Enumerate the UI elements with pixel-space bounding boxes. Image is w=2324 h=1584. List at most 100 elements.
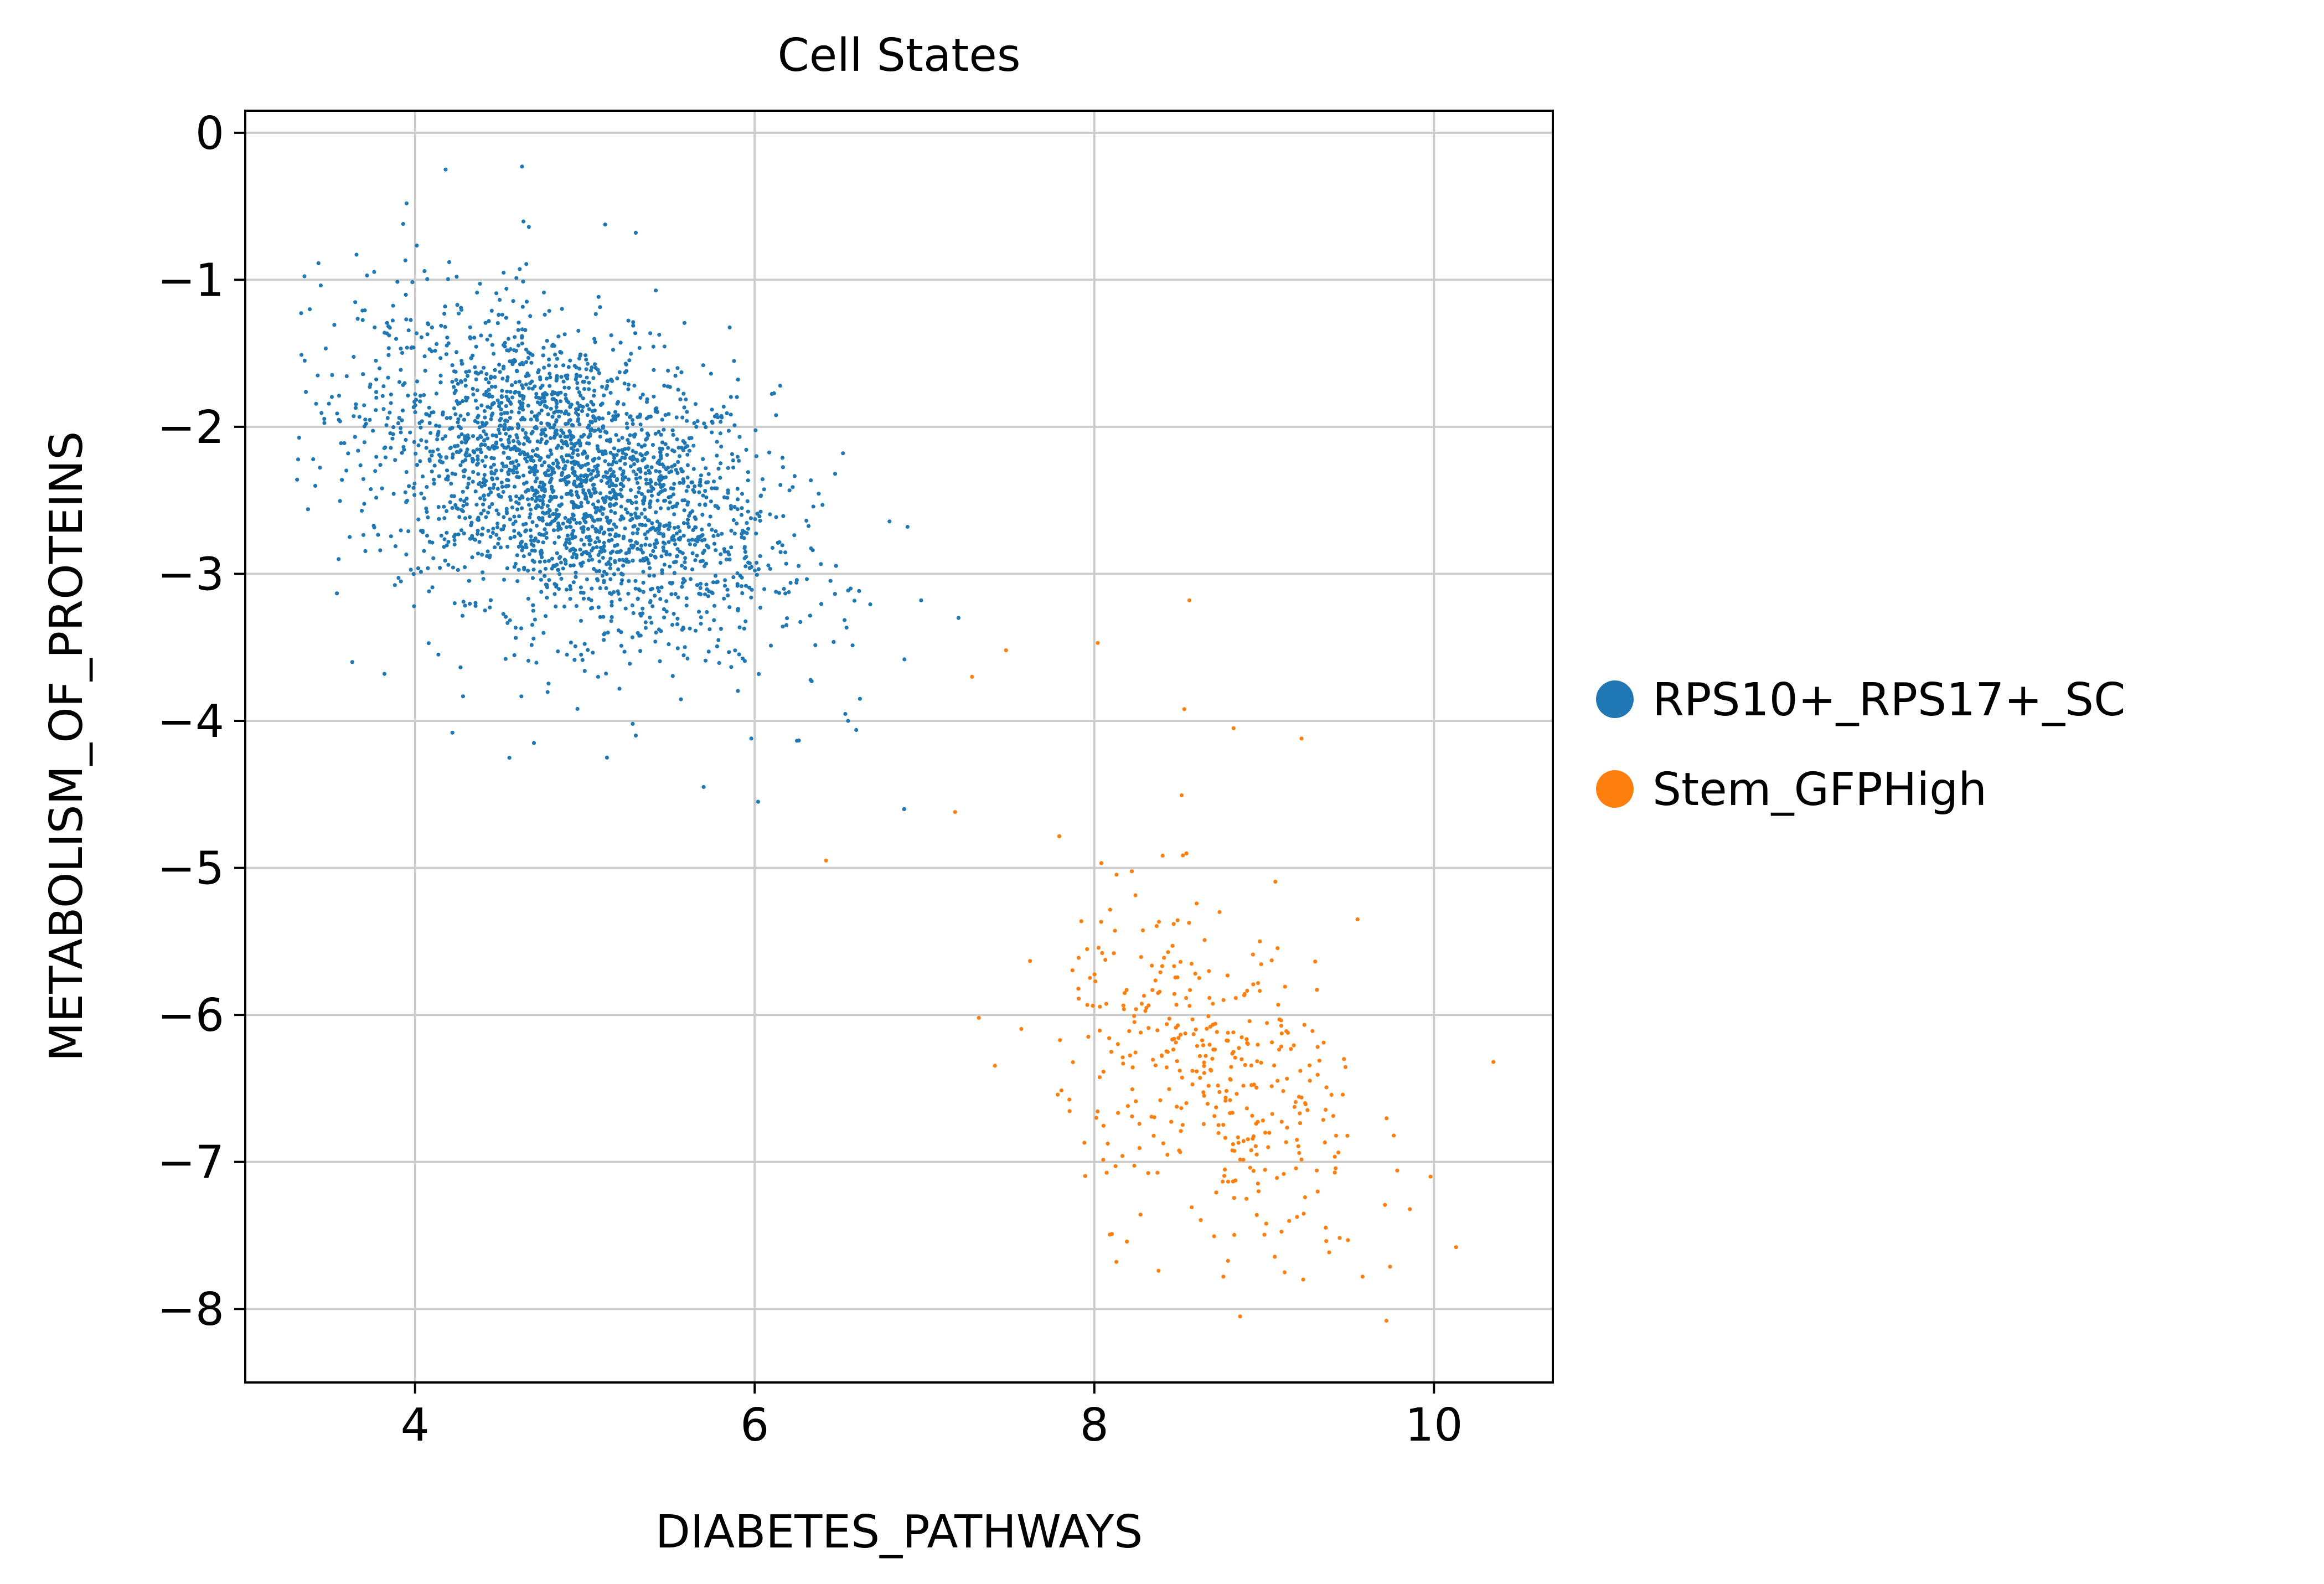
scatter-point xyxy=(556,649,560,654)
scatter-point xyxy=(1408,1207,1412,1211)
scatter-point xyxy=(496,541,500,546)
scatter-point xyxy=(634,507,639,511)
legend[interactable]: RPS10+_RPS17+_SC Stem_GFPHigh xyxy=(1596,674,2125,816)
scatter-point xyxy=(747,561,752,566)
scatter-point xyxy=(462,469,467,473)
scatter-point xyxy=(295,477,299,482)
scatter-point xyxy=(524,300,529,304)
scatter-point xyxy=(388,431,393,436)
scatter-point xyxy=(460,362,464,366)
scatter-point xyxy=(1202,938,1207,942)
scatter-point xyxy=(1130,1087,1134,1092)
scatter-point xyxy=(1228,1077,1233,1082)
scatter-point xyxy=(470,534,474,538)
scatter-point xyxy=(644,477,648,482)
scatter-point xyxy=(595,545,599,549)
scatter-point xyxy=(1121,1003,1125,1008)
scatter-point xyxy=(335,591,339,596)
scatter-point xyxy=(515,474,519,479)
scatter-point xyxy=(551,528,556,533)
scatter-point xyxy=(374,358,378,363)
legend-item[interactable]: Stem_GFPHigh xyxy=(1596,763,1987,816)
scatter-point xyxy=(1213,1048,1217,1052)
scatter-point xyxy=(573,548,577,553)
scatter-point xyxy=(442,504,446,509)
scatter-point xyxy=(436,505,441,509)
scatter-point xyxy=(704,425,708,430)
scatter-point xyxy=(784,623,789,627)
scatter-point xyxy=(561,457,565,462)
scatter-point xyxy=(603,459,607,463)
scatter-point xyxy=(606,411,611,415)
scatter-point xyxy=(1232,1149,1237,1153)
scatter-point xyxy=(628,414,633,419)
scatter-point xyxy=(400,418,404,422)
scatter-point xyxy=(1169,1119,1174,1124)
scatter-point xyxy=(716,466,721,471)
scatter-point xyxy=(456,420,460,425)
scatter-point xyxy=(357,415,361,419)
scatter-point xyxy=(425,533,430,538)
scatter-point xyxy=(360,508,364,513)
scatter-point xyxy=(727,650,731,654)
scatter-point xyxy=(498,370,502,374)
scatter-point xyxy=(412,440,416,445)
scatter-point xyxy=(544,566,548,571)
scatter-point xyxy=(512,529,517,533)
scatter-point xyxy=(430,325,434,330)
scatter-point xyxy=(529,417,533,422)
scatter-point xyxy=(811,504,815,509)
scatter-point xyxy=(495,525,500,530)
scatter-point xyxy=(418,394,423,398)
scatter-point xyxy=(753,428,758,432)
scatter-point xyxy=(1225,973,1230,978)
scatter-point xyxy=(526,569,530,573)
scatter-point xyxy=(570,455,574,460)
scatter-point xyxy=(648,553,653,558)
scatter-point xyxy=(350,660,354,664)
scatter-point xyxy=(582,512,587,517)
scatter-point xyxy=(621,451,625,455)
scatter-point xyxy=(463,565,467,570)
scatter-point xyxy=(608,439,612,443)
scatter-point xyxy=(531,469,535,473)
scatter-point xyxy=(722,495,726,499)
scatter-point xyxy=(1202,1060,1206,1065)
scatter-point xyxy=(732,359,736,363)
scatter-point xyxy=(520,394,525,398)
scatter-point xyxy=(660,440,665,445)
scatter-point xyxy=(498,418,502,422)
scatter-point xyxy=(1098,1004,1102,1009)
scatter-point xyxy=(618,517,623,522)
scatter-point xyxy=(464,497,469,501)
scatter-point xyxy=(447,260,452,265)
scatter-point xyxy=(1099,861,1103,865)
legend-item[interactable]: RPS10+_RPS17+_SC xyxy=(1596,674,2125,726)
scatter-point xyxy=(682,405,686,410)
scatter-point xyxy=(641,590,645,594)
scatter-point xyxy=(424,439,428,443)
scatter-point xyxy=(1071,1060,1075,1065)
scatter-point xyxy=(299,353,304,357)
scatter-point xyxy=(508,434,512,438)
scatter-point xyxy=(1313,959,1318,964)
scatter-point xyxy=(633,230,638,235)
scatter-point xyxy=(631,323,636,328)
scatter-point xyxy=(416,566,421,570)
scatter-point xyxy=(571,512,575,517)
scatter-point xyxy=(707,627,712,632)
scatter-point xyxy=(569,564,573,568)
scatter-point xyxy=(500,389,504,393)
scatter-point xyxy=(389,401,393,405)
scatter-point xyxy=(476,457,480,462)
scatter-point xyxy=(615,477,619,481)
scatter-point xyxy=(1259,962,1263,967)
scatter-point xyxy=(731,458,735,463)
scatter-point xyxy=(1256,1043,1260,1047)
scatter-point xyxy=(1132,1014,1137,1018)
scatter-point xyxy=(477,482,481,487)
scatter-point xyxy=(1187,1004,1192,1008)
scatter-point xyxy=(743,550,747,554)
scatter-point xyxy=(676,460,680,465)
scatter-point xyxy=(850,643,855,648)
